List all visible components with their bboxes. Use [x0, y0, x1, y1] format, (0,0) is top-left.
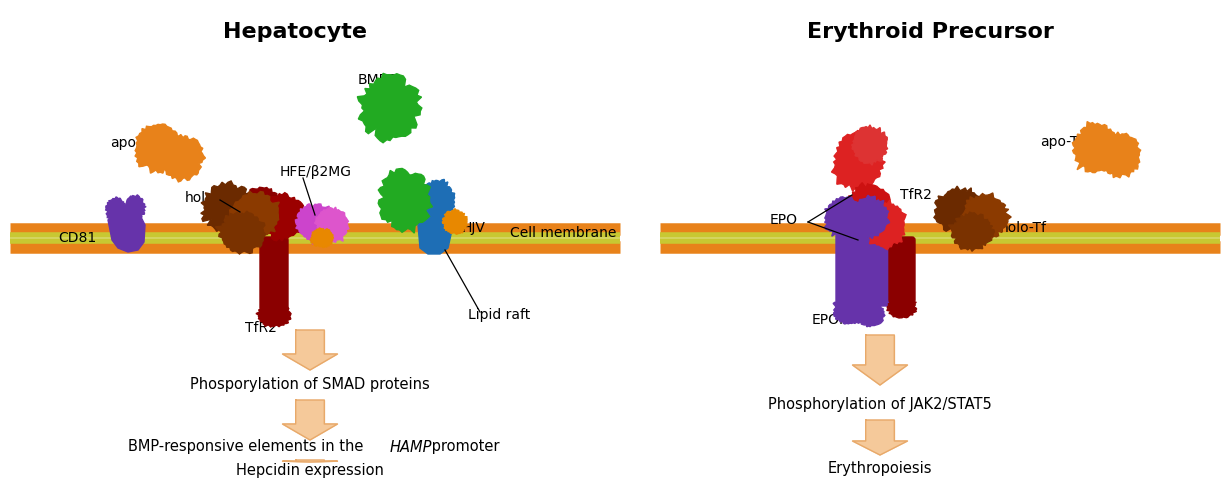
- Text: apo-Tf: apo-Tf: [1040, 135, 1083, 149]
- Polygon shape: [282, 424, 338, 440]
- Polygon shape: [848, 183, 892, 237]
- Text: HJV: HJV: [462, 221, 485, 235]
- Text: EPO: EPO: [770, 213, 798, 227]
- Polygon shape: [238, 187, 287, 233]
- Text: CD81: CD81: [58, 231, 96, 245]
- Text: HAMP: HAMP: [391, 440, 432, 455]
- Bar: [866, 420, 894, 441]
- Polygon shape: [310, 228, 334, 248]
- Bar: [296, 330, 324, 354]
- Polygon shape: [934, 186, 987, 233]
- Polygon shape: [256, 192, 306, 241]
- FancyBboxPatch shape: [260, 237, 288, 311]
- Polygon shape: [851, 125, 888, 165]
- Polygon shape: [833, 296, 867, 324]
- Polygon shape: [855, 301, 885, 327]
- Polygon shape: [282, 461, 338, 462]
- Polygon shape: [256, 302, 291, 327]
- Polygon shape: [853, 441, 908, 455]
- Bar: [866, 335, 894, 365]
- Polygon shape: [861, 200, 906, 250]
- Text: Hepatocyte: Hepatocyte: [223, 22, 367, 42]
- Polygon shape: [164, 134, 206, 182]
- Polygon shape: [853, 365, 908, 385]
- Polygon shape: [824, 197, 867, 239]
- Bar: [296, 460, 324, 461]
- Text: EPOR: EPOR: [812, 313, 850, 327]
- Text: Phosporylation of SMAD proteins: Phosporylation of SMAD proteins: [190, 377, 430, 393]
- FancyBboxPatch shape: [837, 228, 896, 306]
- Polygon shape: [949, 212, 994, 252]
- Text: promoter: promoter: [428, 440, 499, 455]
- Bar: [296, 400, 324, 424]
- Polygon shape: [229, 191, 280, 239]
- Polygon shape: [124, 195, 147, 221]
- Polygon shape: [314, 207, 349, 242]
- Polygon shape: [962, 193, 1011, 242]
- Text: BMP-responsive elements in the: BMP-responsive elements in the: [128, 440, 368, 455]
- Text: HFE/β2MG: HFE/β2MG: [280, 165, 352, 179]
- Polygon shape: [1099, 132, 1141, 178]
- Polygon shape: [442, 209, 467, 234]
- Polygon shape: [216, 211, 265, 254]
- Polygon shape: [357, 73, 421, 143]
- FancyBboxPatch shape: [890, 237, 915, 303]
- Polygon shape: [832, 131, 885, 192]
- Polygon shape: [887, 297, 917, 318]
- Text: Cell membrane: Cell membrane: [510, 226, 616, 240]
- Text: Erythroid Precursor: Erythroid Precursor: [807, 22, 1053, 42]
- Polygon shape: [1072, 121, 1119, 173]
- Polygon shape: [108, 210, 145, 252]
- Text: Erythropoiesis: Erythropoiesis: [828, 460, 933, 476]
- Polygon shape: [136, 124, 182, 173]
- Text: Lipid raft: Lipid raft: [468, 308, 530, 322]
- Text: Hepcidin expression: Hepcidin expression: [237, 463, 384, 478]
- Text: holo-Tf: holo-Tf: [185, 191, 232, 205]
- Polygon shape: [845, 195, 890, 239]
- Text: Phosphorylation of JAK2/STAT5: Phosphorylation of JAK2/STAT5: [768, 397, 992, 412]
- Polygon shape: [296, 204, 333, 244]
- Text: holo-Tf: holo-Tf: [1000, 221, 1047, 235]
- Polygon shape: [201, 181, 256, 234]
- Text: TfR2: TfR2: [245, 321, 277, 335]
- Polygon shape: [106, 197, 127, 223]
- Text: TfR2: TfR2: [901, 188, 931, 202]
- Text: BMPRs: BMPRs: [384, 185, 431, 199]
- Polygon shape: [282, 354, 338, 370]
- Polygon shape: [418, 204, 452, 254]
- Polygon shape: [416, 180, 455, 221]
- Text: apo-Tf: apo-Tf: [110, 136, 153, 150]
- Polygon shape: [378, 168, 432, 233]
- Text: BMP6: BMP6: [359, 73, 397, 87]
